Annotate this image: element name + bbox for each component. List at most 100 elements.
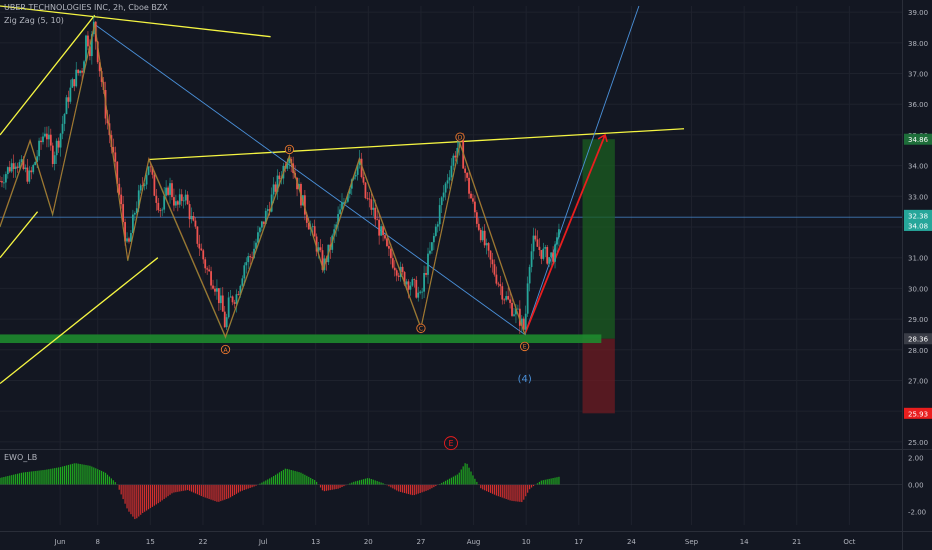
time-tick-label: 22 [198, 538, 207, 546]
candle-body [194, 220, 197, 227]
candle-body [507, 296, 510, 300]
candle-body [339, 209, 341, 215]
candle-body [159, 210, 162, 211]
candle-body [313, 226, 316, 237]
candle-body [262, 221, 265, 224]
candle-body [176, 201, 179, 205]
candle-body [364, 182, 367, 199]
candle-body [88, 46, 91, 57]
candle-body [55, 140, 58, 156]
candle-body [18, 162, 21, 168]
candle-body [237, 294, 240, 296]
candle-body [526, 283, 529, 314]
price-tick-label: 38.00 [908, 40, 928, 48]
candle-body [421, 291, 424, 293]
candles [0, 15, 560, 336]
candle-body [257, 232, 259, 243]
candle-body [423, 273, 425, 292]
price-tick-label: 39.00 [908, 9, 928, 17]
candle-body [479, 229, 482, 241]
candle-body [106, 118, 109, 124]
candle-body [382, 226, 384, 236]
trendline [0, 257, 159, 385]
candle-body [188, 204, 191, 220]
candle-body [378, 219, 381, 236]
candle-body [128, 238, 130, 242]
candle-body [57, 140, 60, 148]
candle-body [411, 279, 414, 286]
candle-body [79, 70, 82, 74]
candle-body [425, 273, 427, 275]
ewo-tick-label: 0.00 [908, 482, 924, 490]
indicator-label[interactable]: Zig Zag (5, 10) [4, 16, 64, 25]
candle-body [161, 209, 164, 211]
candle-body [386, 238, 388, 247]
candle-body [81, 70, 83, 73]
candle-body [65, 97, 68, 115]
candle-body [214, 288, 216, 292]
candle-body [354, 174, 357, 177]
candle-body [4, 174, 7, 183]
candle-body [120, 194, 123, 205]
candle-body [249, 256, 252, 258]
candle-body [141, 185, 144, 187]
candle-body [32, 164, 35, 173]
candle-body [434, 226, 437, 236]
ewo-histogram [0, 463, 902, 520]
candle-body [63, 114, 66, 124]
candle-body [67, 97, 70, 102]
candle-body [552, 252, 554, 262]
candle-body [405, 281, 408, 285]
candle-body [16, 166, 19, 168]
wave-label-e: E [448, 439, 453, 448]
price-tick-label: 33.00 [908, 193, 928, 201]
candle-body [28, 170, 31, 182]
candle-body [147, 166, 150, 175]
wave-labels: A B C D E (4) E [220, 132, 532, 451]
time-tick-label: Jun [54, 538, 66, 546]
time-tick-label: 27 [416, 538, 425, 546]
candle-body [456, 147, 459, 158]
candle-body [231, 296, 234, 303]
candle-body [83, 61, 85, 73]
candle-body [46, 133, 48, 140]
candle-body [38, 140, 40, 157]
projection-arrowhead [597, 133, 608, 143]
candle-body [139, 185, 142, 191]
candle-body [202, 250, 205, 260]
candle-body [51, 145, 54, 165]
candle-body [153, 174, 156, 196]
candle-body [264, 210, 267, 224]
candle-body [333, 229, 336, 236]
candle-body [233, 302, 236, 304]
candle-body [221, 295, 224, 312]
time-tick-label: 21 [792, 538, 801, 546]
candle-body [22, 159, 25, 169]
time-tick-label: Jul [258, 538, 268, 546]
candle-body [75, 69, 78, 87]
candle-body [10, 163, 13, 172]
oscillator-label[interactable]: EWO_LB [4, 453, 38, 462]
candle-body [550, 252, 553, 258]
candle-body [407, 281, 410, 290]
candle-body [253, 248, 255, 258]
candle-body [69, 87, 72, 102]
trendlines [0, 5, 685, 385]
candle-body [366, 198, 369, 199]
candle-body [528, 267, 531, 284]
time-tick-label: 20 [364, 538, 373, 546]
time-tick-label: 14 [740, 538, 749, 546]
price-tick-label: 31.00 [908, 255, 928, 263]
candle-body [229, 296, 232, 298]
time-tick-label: Aug [467, 538, 481, 546]
candle-body [71, 79, 74, 88]
time-tick-label: 15 [146, 538, 155, 546]
candle-body [184, 194, 187, 201]
candle-body [212, 285, 214, 289]
candle-body [157, 202, 160, 211]
wave-label-circle [444, 436, 458, 451]
candle-body [546, 247, 549, 264]
candle-body [130, 233, 132, 242]
support-zone [0, 334, 602, 344]
